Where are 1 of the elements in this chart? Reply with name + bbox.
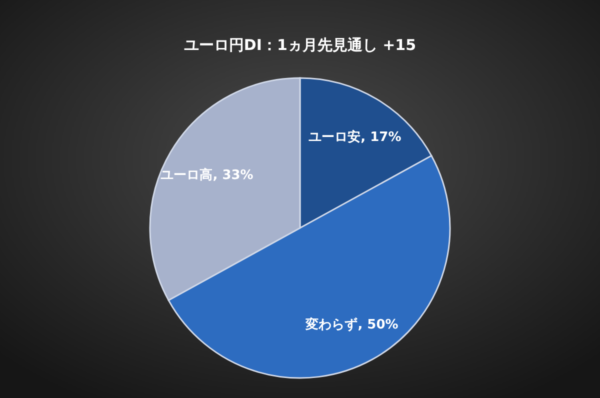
title: ユーロ円DI：1ヵ月先見通し +15 — [184, 36, 416, 54]
